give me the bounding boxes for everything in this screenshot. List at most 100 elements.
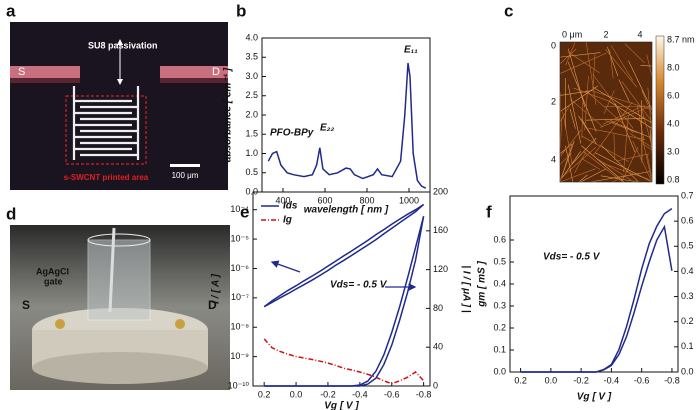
afm-y-label: 0 [551, 40, 556, 50]
y-tick-label: 4.0 [245, 32, 258, 42]
afm-fiber [624, 43, 645, 64]
afm-fiber [646, 154, 653, 179]
afm-fiber [580, 158, 601, 170]
afm-y-label: 2 [551, 96, 556, 106]
x-tick-label: -0.6 [384, 389, 400, 399]
panel-label: c [504, 1, 513, 20]
afm-fiber [585, 41, 597, 105]
afm-fiber [588, 127, 646, 140]
panel-label: a [6, 1, 16, 20]
photo-label: SU8 passivation [88, 40, 158, 50]
annotation: Vds= - 0.5 V [543, 252, 601, 263]
afm-fiber [600, 105, 652, 128]
photo-label: S [22, 298, 30, 312]
afm-fiber [559, 143, 573, 183]
afm-x-label: 2 [603, 29, 608, 39]
photo-label: D [208, 298, 217, 312]
afm-x-label: 0 μm [562, 29, 582, 39]
afm-fiber [602, 104, 646, 125]
y-tick-label: 0.1 [493, 344, 506, 354]
y-tick-label: 0.2 [493, 322, 506, 332]
data-line [264, 216, 425, 387]
x-tick-label: -0.4 [352, 389, 368, 399]
y2-tick-label: 120 [433, 264, 448, 274]
y-tick-label: 0.5 [493, 256, 506, 266]
x-tick-label: -0.8 [664, 375, 680, 385]
afm-fiber [578, 115, 591, 134]
afm-fiber [641, 107, 653, 146]
afm-fiber [580, 168, 607, 183]
afm-fiber [603, 90, 615, 114]
afm-fiber [569, 98, 604, 127]
y-tick-label: 0.0 [245, 186, 258, 196]
afm-fiber [559, 105, 570, 123]
photo-a: SU8 passivation S D s-SWCNT printed area… [10, 22, 228, 190]
x-tick-label: -0.6 [634, 375, 650, 385]
photo-label: s-SWCNT printed area [64, 173, 149, 182]
afm-fiber [584, 75, 589, 131]
annotation: PFO-BPy [270, 128, 314, 139]
y-tick-label: 10⁻⁷ [231, 292, 249, 302]
data-line [520, 224, 673, 373]
x-tick-label: -0.4 [604, 375, 620, 385]
colorbar-label: 0.8 [667, 174, 680, 184]
data-line [267, 62, 427, 189]
afm-x-label: 4 [637, 29, 642, 39]
y2-tick-label: 0.7 [681, 190, 694, 200]
afm-fiber [641, 136, 653, 183]
x-tick-label: -0.2 [573, 375, 589, 385]
afm-fiber [629, 133, 653, 148]
y-tick-label: 10⁻⁹ [230, 351, 249, 361]
photo-d: AgAgCl gate S D [10, 225, 230, 390]
y-tick-label: 10⁻¹⁰ [228, 380, 250, 390]
afm-fiber [565, 145, 574, 183]
y-axis-label: I / [ A ] [211, 273, 222, 303]
afm-fiber [628, 60, 653, 111]
afm-fiber [605, 120, 638, 134]
y-tick-label: 10⁻⁸ [230, 322, 249, 332]
afm-fiber [581, 98, 584, 139]
afm-fiber [641, 142, 653, 151]
afm-fiber [562, 151, 581, 178]
afm-fiber [607, 46, 619, 77]
afm-fiber [569, 108, 576, 129]
y-tick-label: 3.5 [245, 52, 258, 62]
afm-fiber [559, 117, 563, 154]
afm-y-label: 4 [551, 154, 556, 164]
x-tick-label: -0.8 [416, 389, 432, 399]
y2-tick-label: 40 [433, 342, 443, 352]
x-axis-label: Vg [ V ] [324, 401, 359, 410]
x-tick-label: 600 [317, 195, 332, 205]
afm-fiber [578, 174, 588, 183]
afm-fiber [593, 101, 633, 156]
afm-fiber [632, 140, 653, 183]
afm-fiber [614, 103, 636, 153]
afm-fiber [611, 176, 626, 183]
afm-fiber [621, 81, 653, 122]
afm-fiber [562, 111, 573, 164]
afm-fiber [574, 151, 587, 174]
y-axis-label: absorbance [ cm⁻¹ ] [223, 67, 234, 162]
legend-label: Ig [283, 215, 292, 226]
y2-tick-label: 0.2 [681, 316, 694, 326]
panel-label: d [6, 204, 16, 223]
afm-fiber [611, 121, 652, 139]
annotation: Vds= - 0.5 V [330, 280, 388, 291]
afm-fiber [559, 129, 582, 157]
afm-fiber [649, 129, 653, 154]
afm-fiber [573, 87, 611, 103]
afm-image [559, 35, 665, 185]
afm-fiber [581, 145, 625, 183]
data-line [263, 338, 425, 385]
y-tick-label: 0.0 [493, 366, 506, 376]
data-line [263, 203, 425, 308]
x-tick-label: 0.2 [514, 375, 527, 385]
afm-fiber [571, 137, 597, 165]
y2-tick-label: 80 [433, 303, 443, 313]
y2-tick-label: 160 [433, 225, 448, 235]
afm-fiber [559, 52, 601, 58]
y-tick-label: 2.0 [245, 109, 258, 119]
y2-axis-label: | I / [ μA ] | [460, 265, 471, 313]
afm-fiber [613, 134, 615, 161]
y-tick-label: 2.5 [245, 90, 258, 100]
